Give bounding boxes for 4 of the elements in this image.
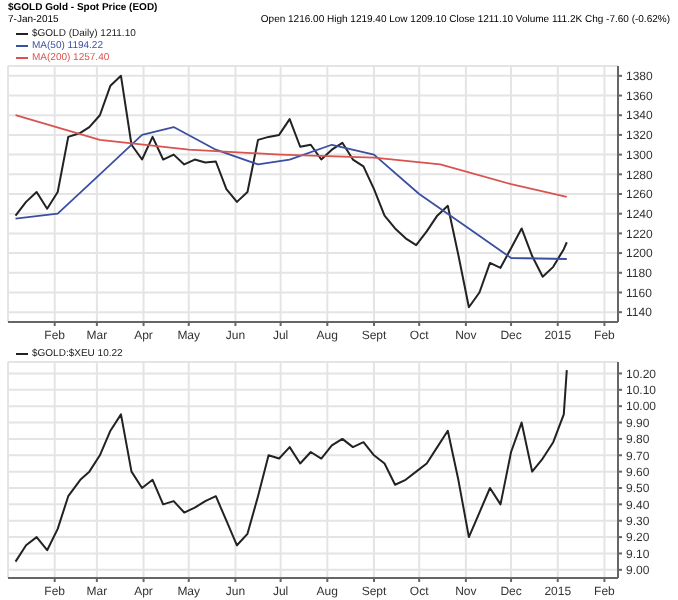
line-series [14, 369, 568, 563]
line-series [14, 126, 568, 260]
line-series [14, 74, 568, 309]
line-series [14, 114, 568, 198]
